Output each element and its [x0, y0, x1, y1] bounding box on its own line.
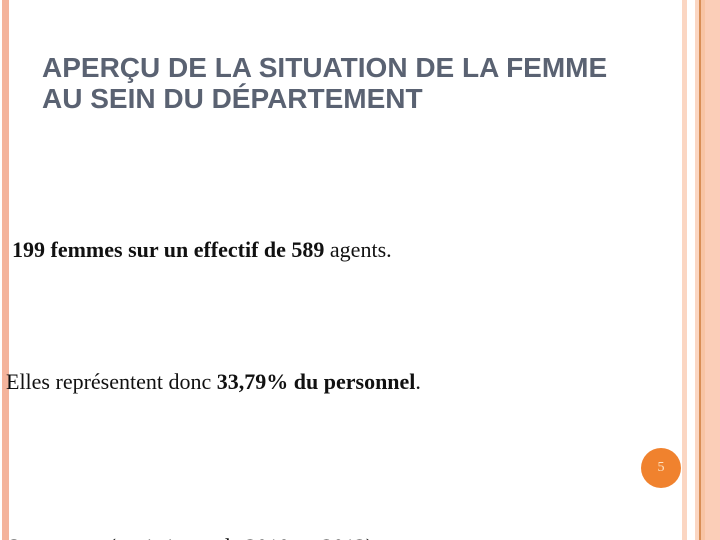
right-accent-stripe-5 — [705, 0, 720, 540]
right-accent-stripe-1 — [682, 0, 687, 540]
intro-line-1: 199 femmes sur un effectif de 589 agents… — [6, 233, 676, 266]
right-accent-stripe-3 — [699, 0, 701, 540]
right-accent-stripe-4 — [701, 0, 705, 540]
intro-line-2-bold: 33,79% du personnel — [216, 369, 416, 394]
page-number-badge: 5 — [641, 448, 681, 488]
right-accent-stripe-2 — [695, 0, 699, 540]
left-accent-stripe — [2, 0, 9, 540]
intro-line-2-pre: Elles représentent donc — [6, 369, 217, 394]
intro-line-1-rest: agents. — [324, 237, 392, 262]
slide-body: 199 femmes sur un effectif de 589 agents… — [6, 134, 676, 540]
stats-heading: On compte (statistiques de 2010 et 2012)… — [6, 530, 676, 540]
intro-line-2: Elles représentent donc 33,79% du person… — [6, 365, 676, 398]
page-title: APERÇU DE LA SITUATION DE LA FEMME AU SE… — [42, 52, 614, 114]
page-number: 5 — [657, 460, 665, 475]
intro-line-1-bold: 199 femmes sur un effectif de 589 — [12, 237, 325, 262]
intro-line-2-post: . — [415, 369, 421, 394]
